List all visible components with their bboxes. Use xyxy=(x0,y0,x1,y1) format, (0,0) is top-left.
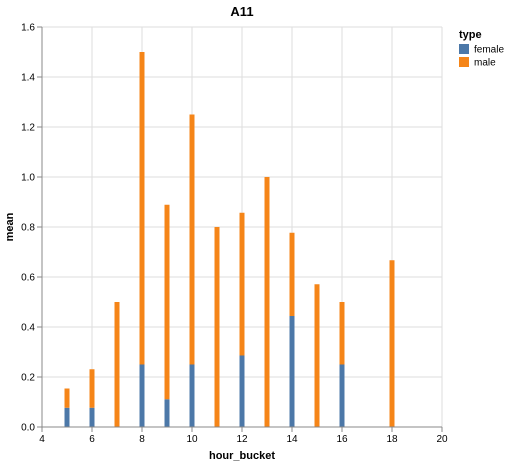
y-tick-label: 0.8 xyxy=(21,223,35,234)
x-tick-label: 4 xyxy=(39,434,45,445)
y-tick-label: 0.0 xyxy=(21,423,35,434)
bar-female-16 xyxy=(339,364,345,427)
x-tick-label: 6 xyxy=(89,434,95,445)
x-tick-label: 20 xyxy=(436,434,448,445)
bar-male-15 xyxy=(314,284,320,427)
legend-label-female: female xyxy=(474,45,504,56)
bars xyxy=(64,52,395,427)
bar-male-13 xyxy=(264,177,270,427)
bar-female-10 xyxy=(189,364,195,427)
bar-male-7 xyxy=(114,302,120,427)
y-axis-title: mean xyxy=(4,212,16,241)
bar-male-5 xyxy=(64,388,70,408)
x-axis-title: hour_bucket xyxy=(209,450,275,462)
legend-swatch-male xyxy=(459,57,469,67)
bar-female-5 xyxy=(64,407,70,427)
x-tick-label: 10 xyxy=(186,434,198,445)
bar-male-11 xyxy=(214,227,220,427)
x-ticks: 4 6 8 10 12 14 16 18 20 xyxy=(39,427,448,445)
bar-male-8 xyxy=(139,52,145,365)
y-tick-label: 0.4 xyxy=(21,323,35,334)
legend: type female male xyxy=(459,29,504,69)
x-tick-label: 8 xyxy=(139,434,145,445)
chart-title: A11 xyxy=(230,4,253,19)
legend-title: type xyxy=(459,29,482,41)
bar-male-16 xyxy=(339,302,345,365)
y-tick-label: 1.2 xyxy=(21,123,35,134)
legend-swatch-female xyxy=(459,44,469,54)
x-tick-label: 18 xyxy=(386,434,398,445)
bar-male-6 xyxy=(89,369,95,408)
y-ticks: 0.0 0.2 0.4 0.6 0.8 1.0 1.2 1.4 1.6 xyxy=(21,23,42,434)
bar-female-8 xyxy=(139,364,145,427)
y-tick-label: 1.4 xyxy=(21,73,35,84)
bar-male-10 xyxy=(189,114,195,365)
y-tick-label: 0.6 xyxy=(21,273,35,284)
y-tick-label: 0.2 xyxy=(21,373,35,384)
bar-male-12 xyxy=(239,212,245,356)
x-tick-label: 16 xyxy=(336,434,348,445)
bar-male-14 xyxy=(289,232,295,316)
bar-female-9 xyxy=(164,399,170,427)
y-tick-label: 1.6 xyxy=(21,23,35,34)
legend-label-male: male xyxy=(474,58,496,69)
bar-male-9 xyxy=(164,204,170,400)
x-tick-label: 12 xyxy=(236,434,248,445)
bar-female-6 xyxy=(89,407,95,427)
y-tick-label: 1.0 xyxy=(21,173,35,184)
x-tick-label: 14 xyxy=(286,434,298,445)
bar-female-14 xyxy=(289,316,295,427)
bar-female-12 xyxy=(239,355,245,427)
bar-male-18 xyxy=(389,260,395,427)
